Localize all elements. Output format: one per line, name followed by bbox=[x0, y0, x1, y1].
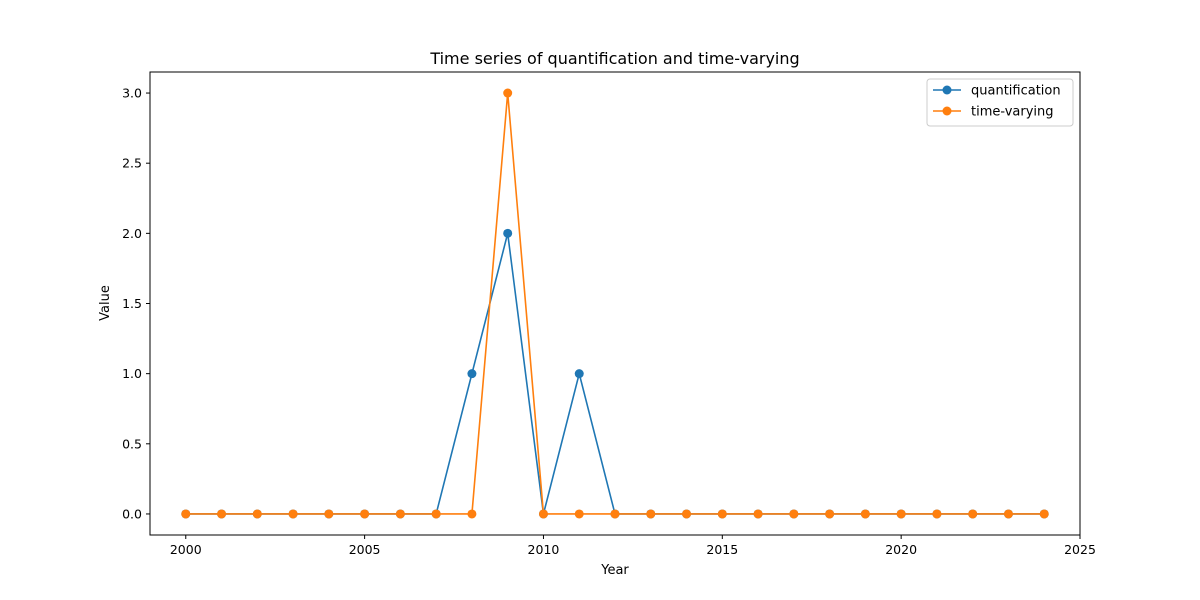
plot-area bbox=[149, 71, 1081, 536]
y-tick-label: 1.0 bbox=[122, 366, 142, 381]
data-point-time-varying bbox=[431, 509, 441, 519]
data-point-time-varying bbox=[968, 509, 978, 519]
data-point-time-varying bbox=[538, 509, 548, 519]
data-point-time-varying bbox=[825, 509, 835, 519]
data-point-time-varying bbox=[789, 509, 799, 519]
y-tick-label: 2.0 bbox=[122, 226, 142, 241]
data-point-time-varying bbox=[467, 509, 477, 519]
data-point-time-varying bbox=[896, 509, 906, 519]
data-point-time-varying bbox=[1039, 509, 1049, 519]
legend-marker-time-varying bbox=[942, 106, 952, 116]
data-point-time-varying bbox=[753, 509, 763, 519]
data-point-quantification bbox=[503, 228, 513, 238]
legend-label-time-varying: time-varying bbox=[971, 105, 1054, 120]
y-tick-label: 1.5 bbox=[122, 296, 142, 311]
y-tick-label: 0.0 bbox=[122, 506, 142, 521]
legend: quantification time-varying bbox=[926, 78, 1074, 127]
data-point-time-varying bbox=[717, 509, 727, 519]
y-tick-label: 2.5 bbox=[122, 156, 142, 171]
x-tick-label: 2020 bbox=[885, 542, 917, 557]
x-tick-label: 2015 bbox=[706, 542, 738, 557]
data-point-time-varying bbox=[932, 509, 942, 519]
data-point-time-varying bbox=[395, 509, 405, 519]
data-point-time-varying bbox=[503, 88, 513, 98]
data-point-time-varying bbox=[288, 509, 298, 519]
data-point-time-varying bbox=[360, 509, 370, 519]
data-point-time-varying bbox=[324, 509, 334, 519]
x-tick-label: 2000 bbox=[170, 542, 202, 557]
y-axis: 0.0 0.5 1.0 1.5 2.0 2.5 3.0 bbox=[122, 86, 150, 521]
legend-label-quantification: quantification bbox=[971, 84, 1061, 99]
data-point-time-varying bbox=[217, 509, 227, 519]
data-point-time-varying bbox=[574, 509, 584, 519]
data-point-time-varying bbox=[1003, 509, 1013, 519]
data-point-time-varying bbox=[610, 509, 620, 519]
data-point-time-varying bbox=[181, 509, 191, 519]
data-point-quantification bbox=[467, 369, 477, 379]
y-tick-label: 3.0 bbox=[122, 86, 142, 101]
series-layer bbox=[181, 88, 1049, 519]
chart-title: Time series of quantification and time-v… bbox=[429, 49, 799, 68]
x-tick-label: 2010 bbox=[528, 542, 560, 557]
x-tick-label: 2005 bbox=[349, 542, 381, 557]
y-axis-label: Value bbox=[98, 285, 113, 321]
x-axis: 2000 2005 2010 2015 2020 2025 bbox=[170, 535, 1096, 557]
legend-marker-quantification bbox=[942, 85, 952, 95]
y-tick-label: 0.5 bbox=[122, 436, 142, 451]
x-axis-label: Year bbox=[600, 563, 629, 578]
legend-box bbox=[926, 78, 1074, 127]
data-point-time-varying bbox=[682, 509, 692, 519]
x-tick-label: 2025 bbox=[1064, 542, 1096, 557]
data-point-quantification bbox=[574, 369, 584, 379]
data-point-time-varying bbox=[252, 509, 262, 519]
data-point-time-varying bbox=[860, 509, 870, 519]
data-point-time-varying bbox=[646, 509, 656, 519]
